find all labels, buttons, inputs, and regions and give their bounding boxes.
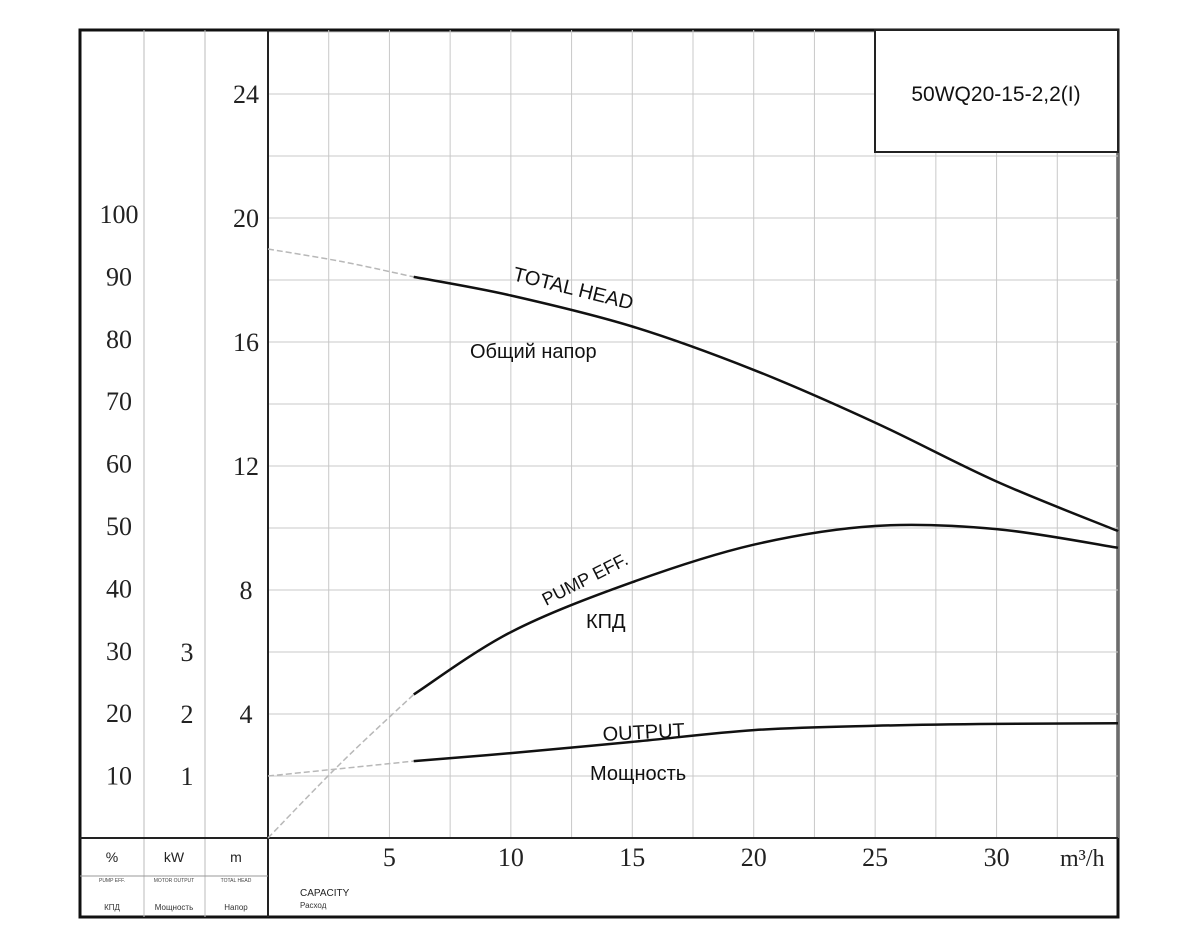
series-head-extrapolated-line [267, 248, 414, 278]
x-tick-label: 5 [383, 843, 396, 872]
x-tick-label: 30 [984, 843, 1010, 872]
eff-tick-label: 80 [106, 325, 132, 354]
eff-tick-label: 60 [106, 450, 132, 479]
output-curve-label-ru: Мощность [590, 763, 686, 785]
series-eff-line [413, 523, 1119, 696]
head-axis-name: TOTAL HEAD [221, 878, 252, 884]
eff-axis-name-ru: КПД [104, 903, 120, 912]
head-axis-ticks: 4 8 12 16 20 24 [233, 80, 259, 729]
x-tick-label: 15 [619, 843, 645, 872]
power-tick-label: 3 [181, 638, 194, 667]
power-axis-name-ru: Мощность [155, 903, 193, 912]
eff-axis-ticks: 10 20 30 40 50 60 70 80 90 100 [100, 200, 139, 791]
head-tick-label: 8 [240, 576, 253, 605]
power-unit-label: kW [164, 849, 185, 865]
series-head-line [413, 275, 1119, 533]
model-label: 50WQ20-15-2,2(I) [911, 83, 1080, 106]
head-unit-label: m [230, 849, 242, 865]
eff-tick-label: 40 [106, 574, 132, 603]
power-tick-label: 2 [181, 700, 194, 729]
x-tick-label: 10 [498, 843, 524, 872]
power-axis-ticks: 1 2 3 [181, 638, 194, 791]
head-tick-label: 24 [233, 80, 259, 109]
eff-tick-label: 70 [106, 387, 132, 416]
power-axis-name: MOTOR OUTPUT [154, 878, 194, 884]
x-tick-label: 20 [741, 843, 767, 872]
series-power-line [413, 722, 1119, 763]
head-tick-label: 16 [233, 328, 259, 357]
eff-tick-label: 20 [106, 699, 132, 728]
x-unit-label: m³/h [1060, 846, 1105, 872]
series-eff-extrapolated-line [267, 693, 415, 839]
eff-tick-label: 10 [106, 762, 132, 791]
head-tick-label: 20 [233, 204, 259, 233]
model-box [874, 29, 1119, 153]
eff-tick-label: 90 [106, 262, 132, 291]
x-axis-ticks: 5 10 15 20 25 30 [383, 843, 1010, 872]
eff-tick-label: 100 [100, 200, 139, 229]
head-axis-name-ru: Напор [224, 903, 248, 912]
curves [267, 248, 1119, 839]
head-tick-label: 12 [233, 452, 259, 481]
x-axis-label: CAPACITY [300, 888, 350, 899]
head-curve-label-ru: Общий напор [470, 341, 597, 363]
series-power-extrapolated-line [267, 760, 414, 777]
x-tick-label: 25 [862, 843, 888, 872]
output-curve-label: OUTPUT [602, 720, 685, 746]
head-tick-label: 4 [240, 700, 253, 729]
eff-tick-label: 30 [106, 637, 132, 666]
power-tick-label: 1 [181, 762, 194, 791]
eff-unit-label: % [106, 849, 118, 865]
eff-curve-label-ru: КПД [586, 611, 626, 633]
x-axis-label-ru: Расход [300, 901, 327, 910]
chart-frame [78, 28, 1120, 919]
eff-tick-label: 50 [106, 512, 132, 541]
eff-axis-name: PUMP EFF. [99, 878, 125, 884]
